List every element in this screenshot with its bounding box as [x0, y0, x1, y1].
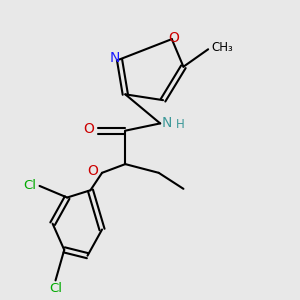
- Text: N: N: [110, 51, 120, 65]
- Text: O: O: [83, 122, 94, 136]
- Text: O: O: [168, 31, 179, 45]
- Text: H: H: [176, 118, 185, 131]
- Text: O: O: [88, 164, 98, 178]
- Text: N: N: [162, 116, 172, 130]
- Text: CH₃: CH₃: [211, 41, 233, 54]
- Text: Cl: Cl: [49, 282, 62, 295]
- Text: Cl: Cl: [23, 179, 36, 192]
